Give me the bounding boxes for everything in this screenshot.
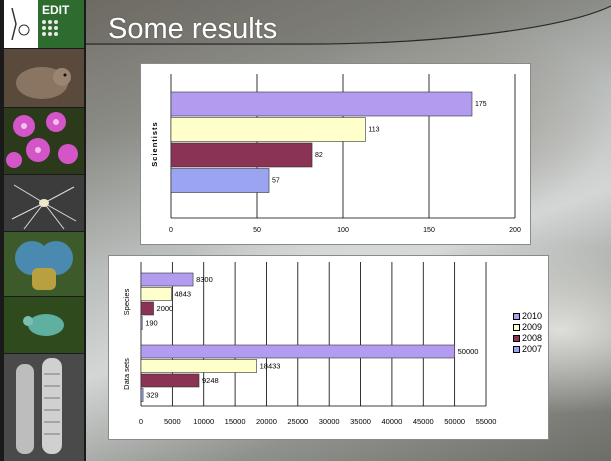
spider-photo — [4, 175, 84, 231]
legend-swatch — [513, 313, 520, 320]
legend-swatch — [513, 335, 520, 342]
data-label: 175 — [475, 101, 487, 108]
bar-2007 — [170, 168, 270, 193]
data-label: 9248 — [202, 376, 219, 385]
bar-species-2008 — [140, 301, 154, 316]
data-label: 50000 — [458, 347, 479, 356]
data-label: 57 — [272, 178, 280, 185]
scientists-chart-plot: 0 50 100 150 200 175 113 82 57 Scientists — [150, 74, 521, 234]
image-strip: EDIT — [0, 0, 86, 461]
x-tick-label: 55000 — [476, 417, 497, 426]
x-tick-label: 25000 — [287, 417, 308, 426]
data-label: 190 — [145, 319, 158, 328]
bar-2008 — [170, 142, 313, 168]
bar-data-sets-2007 — [140, 388, 144, 402]
data-label: 18433 — [260, 362, 281, 371]
x-tick-label: 10000 — [193, 417, 214, 426]
pink-flowers-photo — [4, 108, 84, 174]
scientists-chart: 0 50 100 150 200 175 113 82 57 Scientists — [140, 63, 531, 245]
data-label: 8300 — [196, 275, 213, 284]
bar-data-sets-2009 — [140, 359, 257, 373]
mouse-photo — [4, 49, 84, 107]
x-tick-label: 5000 — [164, 417, 181, 426]
x-tick-label: 45000 — [413, 417, 434, 426]
legend-item-2008: 2008 — [513, 333, 545, 344]
x-tick-label: 200 — [509, 227, 521, 234]
bar-data-sets-2008 — [140, 373, 200, 388]
edit-logo: EDIT — [4, 0, 84, 48]
legend-item-2009: 2009 — [513, 322, 545, 333]
x-tick-label: 0 — [169, 227, 173, 234]
species-datasets-chart-plot: 0 5000 10000 15000 20000 25000 30000 35000 40000… — [122, 262, 497, 426]
x-tick-label: 0 — [139, 417, 143, 426]
category-label: Data sets — [122, 358, 131, 390]
beetle-photo — [4, 297, 84, 353]
legend-label: 2007 — [522, 344, 543, 354]
species-datasets-chart: 0 5000 10000 15000 20000 25000 30000 35000 40000… — [108, 255, 549, 440]
data-label: 113 — [368, 127, 379, 134]
diatom-micrograph-photo — [4, 354, 84, 461]
y-axis-label: Scientists — [150, 121, 159, 166]
bar-species-2007 — [140, 316, 143, 330]
x-tick-label: 35000 — [350, 417, 371, 426]
bar-species-2009 — [140, 287, 172, 301]
legend-item-2010: 2010 — [513, 311, 545, 322]
title-curve-decoration — [86, 0, 611, 45]
x-tick-label: 30000 — [319, 417, 340, 426]
chart-legend: 2010 2009 2008 2007 — [513, 311, 545, 355]
x-tick-label: 50000 — [444, 417, 465, 426]
data-label: 2000 — [157, 304, 174, 313]
bar-2010 — [170, 91, 473, 117]
x-tick-label: 40000 — [381, 417, 402, 426]
logo-text: EDIT — [42, 3, 70, 17]
bar-data-sets-2010 — [140, 344, 455, 359]
legend-swatch — [513, 324, 520, 331]
category-label: Species — [122, 288, 131, 315]
data-label: 4843 — [174, 290, 191, 299]
legend-item-2007: 2007 — [513, 344, 545, 355]
legend-label: 2009 — [522, 322, 543, 332]
x-tick-label: 50 — [253, 227, 261, 234]
legend-label: 2010 — [522, 311, 543, 321]
bar-species-2010 — [140, 272, 194, 287]
x-tick-label: 15000 — [225, 417, 246, 426]
data-label: 82 — [315, 152, 323, 159]
x-tick-label: 20000 — [256, 417, 277, 426]
legend-label: 2008 — [522, 333, 543, 343]
dragonfly-photo — [4, 232, 84, 296]
bar-2009 — [170, 117, 366, 142]
data-label: 329 — [146, 391, 159, 400]
slide-title: Some results — [108, 13, 278, 45]
legend-swatch — [513, 346, 520, 353]
x-tick-label: 100 — [337, 227, 349, 234]
x-tick-label: 150 — [423, 227, 435, 234]
